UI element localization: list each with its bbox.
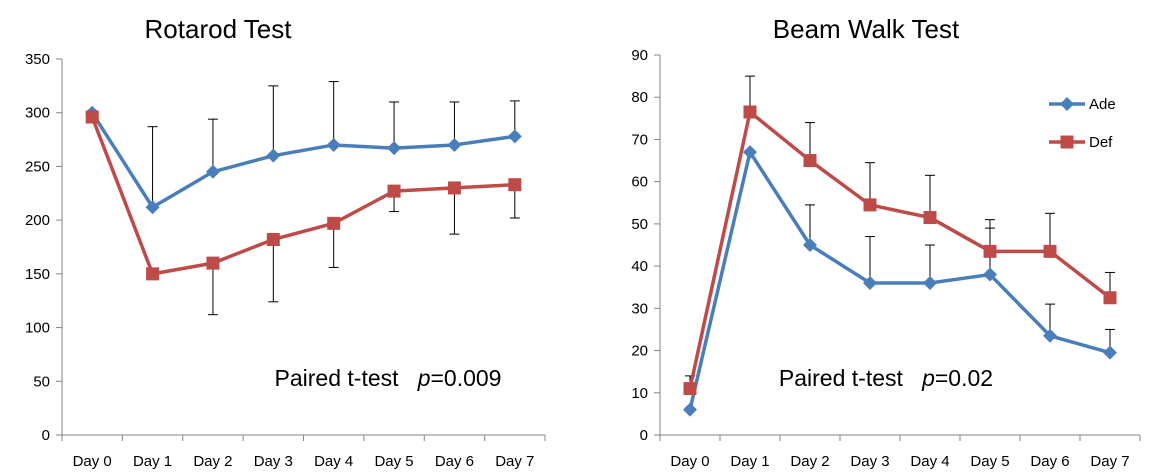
- rotarod-chart: Rotarod Test 0 50 100 150 200 250 300 350 Day 0 Da…: [25, 14, 546, 470]
- chart-title: Beam Walk Test: [773, 14, 960, 44]
- legend-marker: [1060, 97, 1074, 111]
- data-point-def: [1043, 244, 1057, 258]
- data-point-ade: [387, 141, 402, 156]
- y-tick-label: 10: [631, 385, 648, 402]
- y-tick-label: 250: [25, 158, 50, 175]
- y-tick-label: 90: [631, 47, 648, 64]
- legend-marker: [1060, 135, 1074, 149]
- annotation-p: p: [417, 365, 431, 391]
- data-point-ade: [863, 276, 877, 290]
- data-point-ade: [1103, 345, 1117, 360]
- data-point-def: [683, 382, 697, 396]
- data-point-ade: [507, 129, 522, 144]
- data-point-def: [803, 154, 817, 168]
- y-tick-label: 350: [25, 51, 50, 68]
- data-point-def: [447, 181, 461, 195]
- x-tick-label: Day 5: [970, 453, 1009, 470]
- y-tick-label: 200: [25, 212, 50, 229]
- x-tick-label: Day 4: [314, 453, 353, 470]
- x-tick-label: Day 2: [193, 453, 232, 470]
- y-tick-label: 70: [631, 131, 648, 148]
- data-point-def: [266, 232, 280, 246]
- data-point-ade: [683, 402, 697, 417]
- data-point-def: [327, 216, 341, 230]
- y-tick-label: 0: [640, 427, 648, 444]
- data-point-ade: [803, 238, 817, 252]
- annotation-value: =0.009: [430, 365, 501, 391]
- y-tick-label: 30: [631, 300, 648, 317]
- data-point-def: [923, 211, 937, 225]
- data-point-def: [983, 244, 997, 258]
- x-tick-label: Day 1: [133, 453, 172, 470]
- chart-title: Rotarod Test: [145, 14, 293, 44]
- x-tick-label: Day 5: [374, 453, 413, 470]
- series-line-def: [688, 110, 1112, 389]
- x-tick-label: Day 0: [670, 453, 709, 470]
- beam-walk-chart: Beam Walk Test 0 10 20 30 40 50 60 70 80 90 Day 0 Da…: [631, 14, 1141, 470]
- y-tick-label: 50: [33, 373, 50, 390]
- series-line-ade: [90, 111, 516, 210]
- data-point-def: [743, 105, 757, 119]
- legend-label: Ade: [1089, 96, 1116, 113]
- annotation-prefix: Paired t-test: [275, 365, 400, 391]
- x-tick-label: Day 6: [435, 453, 474, 470]
- annotation-p: p: [921, 365, 935, 391]
- series-line-def: [90, 116, 515, 276]
- annotation-space: [903, 365, 922, 391]
- x-tick-label: Day 3: [254, 453, 293, 470]
- y-tick-label: 50: [631, 216, 648, 233]
- y-tick-label: 60: [631, 174, 648, 191]
- annotation-text: Paired t-test p=0.02: [779, 365, 993, 391]
- data-point-ade: [145, 200, 160, 215]
- annotation-space: [399, 365, 418, 391]
- data-point-ade: [923, 276, 937, 290]
- x-tick-label: Day 2: [790, 453, 829, 470]
- y-tick-label: 40: [631, 258, 648, 275]
- x-tick-label: Day 4: [910, 453, 949, 470]
- x-tick-label: Day 7: [1090, 453, 1129, 470]
- data-point-def: [206, 256, 220, 270]
- annotation-value: =0.02: [935, 365, 993, 391]
- data-point-ade: [743, 145, 757, 160]
- data-point-def: [85, 110, 99, 124]
- x-tick-label: Day 1: [730, 453, 769, 470]
- y-tick-label: 20: [631, 343, 648, 360]
- x-tick-label: Day 3: [850, 453, 889, 470]
- data-point-ade: [983, 267, 997, 282]
- data-point-def: [387, 184, 401, 198]
- data-point-def: [146, 267, 160, 281]
- y-tick-label: 150: [25, 266, 50, 283]
- data-point-ade: [266, 148, 281, 163]
- data-point-ade: [447, 137, 462, 152]
- legend: Ade Def: [1049, 96, 1116, 151]
- annotation-prefix: Paired t-test: [779, 365, 904, 391]
- x-tick-label: Day 6: [1030, 453, 1069, 470]
- x-tick-label: Day 0: [73, 453, 112, 470]
- data-point-def: [863, 198, 877, 212]
- y-tick-label: 100: [25, 320, 50, 337]
- annotation-text: Paired t-test p=0.009: [275, 365, 502, 391]
- data-point-ade: [1043, 328, 1057, 343]
- data-point-def: [508, 178, 522, 192]
- y-tick-label: 80: [631, 89, 648, 106]
- x-tick-label: Day 7: [495, 453, 534, 470]
- y-tick-label: 0: [42, 427, 50, 444]
- legend-label: Def: [1089, 134, 1113, 151]
- y-tick-label: 300: [25, 105, 50, 122]
- series-line-ade: [688, 150, 1111, 411]
- data-point-ade: [205, 164, 220, 179]
- data-point-ade: [326, 137, 341, 152]
- data-point-def: [1103, 291, 1117, 305]
